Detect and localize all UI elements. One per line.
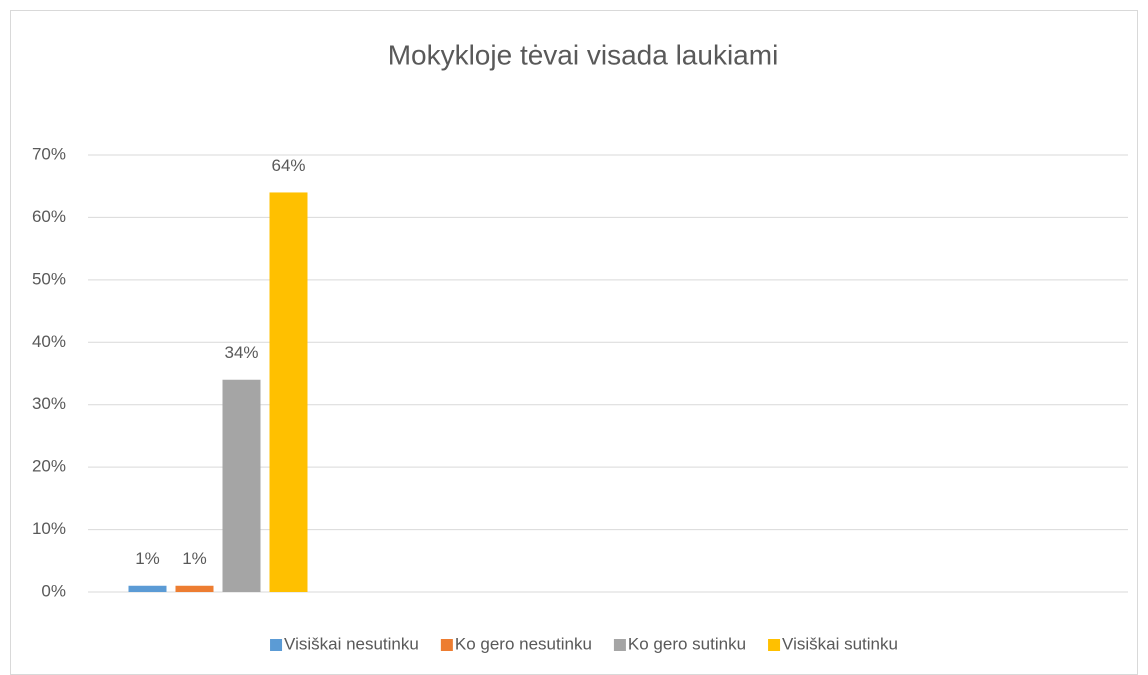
data-label: 1% [135, 549, 160, 568]
legend-label: Ko gero nesutinku [455, 634, 592, 653]
legend-swatch [613, 639, 626, 651]
legend-label: Visiškai sutinku [782, 634, 898, 653]
data-label: 34% [224, 343, 258, 362]
bar [175, 585, 214, 592]
y-tick-label: 40% [32, 332, 66, 351]
data-label: 1% [182, 549, 207, 568]
y-tick-label: 60% [32, 207, 66, 226]
y-tick-label: 30% [32, 394, 66, 413]
legend-label: Ko gero sutinku [628, 634, 746, 653]
y-tick-label: 70% [32, 144, 66, 163]
legend-swatch [270, 639, 283, 651]
legend-swatch [768, 639, 781, 651]
y-tick-label: 0% [41, 581, 66, 600]
chart-title: Mokykloje tėvai visada laukiami [388, 39, 779, 70]
bar [128, 585, 167, 592]
bar [222, 379, 261, 592]
y-tick-label: 50% [32, 269, 66, 288]
bar [269, 192, 308, 592]
y-tick-label: 20% [32, 457, 66, 476]
legend-swatch [440, 639, 453, 651]
data-label: 64% [271, 156, 305, 175]
legend-label: Visiškai nesutinku [284, 634, 419, 653]
y-tick-label: 10% [32, 519, 66, 538]
